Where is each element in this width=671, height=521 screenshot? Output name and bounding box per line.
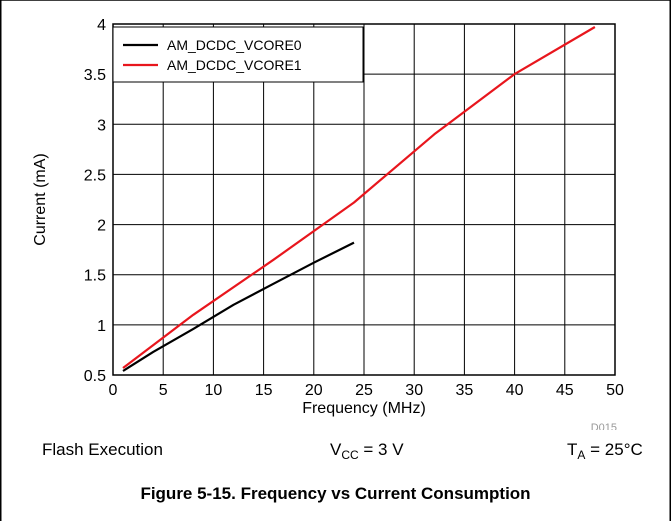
x-tick-label: 20: [305, 382, 323, 399]
y-tick-label: 2.5: [84, 167, 106, 184]
flash-execution-label: Flash Execution: [42, 440, 163, 459]
x-tick-label: 25: [355, 382, 373, 399]
y-tick-label: 4: [97, 17, 106, 34]
x-tick-label: 15: [255, 382, 273, 399]
legend-box: [112, 26, 364, 83]
x-tick-label: 35: [456, 382, 474, 399]
vcc-value: = 3 V: [358, 440, 404, 459]
x-tick-label: 45: [556, 382, 574, 399]
y-tick-label: 3: [97, 117, 106, 134]
ta-subscript: A: [577, 448, 586, 462]
figure-caption: Figure 5-15. Frequency vs Current Consum…: [140, 484, 531, 503]
series-line: [122, 241, 355, 372]
series-line: [122, 26, 596, 369]
chart: 0 5 10 15 20 25 30 35 40 45 50 0.5 1 1.5 2 2.5 3 3.5 4 Freq…: [32, 17, 624, 430]
x-tick-label: 5: [159, 382, 168, 399]
x-axis-label: Frequency (MHz): [302, 400, 426, 417]
y-axis-label: Current (mA): [32, 153, 49, 245]
ta-symbol: T: [567, 440, 578, 459]
x-tick-label: 10: [205, 382, 223, 399]
ta-condition: TA = 25°C: [567, 440, 643, 462]
vcc-subscript: CC: [341, 448, 359, 462]
ta-value: = 25°C: [585, 440, 643, 459]
vcc-condition: VCC = 3 V: [330, 440, 404, 462]
y-tick-label: 3.5: [84, 67, 106, 84]
y-tick-label: 1: [97, 318, 106, 335]
x-tick-label: 50: [606, 382, 624, 399]
x-tick-label: 0: [109, 382, 118, 399]
y-tick-label: 2: [97, 218, 106, 235]
y-tick-label: 0.5: [84, 368, 106, 385]
x-tick-label: 40: [506, 382, 524, 399]
plot-border: [112, 23, 616, 376]
legend-label: AM_DCDC_VCORE0: [167, 37, 302, 53]
y-tick-label: 1.5: [84, 268, 106, 285]
legend-label: AM_DCDC_VCORE1: [167, 57, 302, 73]
x-tick-label: 30: [405, 382, 423, 399]
figure-id-annotation: D015: [591, 422, 617, 430]
vcc-symbol: V: [330, 440, 342, 459]
